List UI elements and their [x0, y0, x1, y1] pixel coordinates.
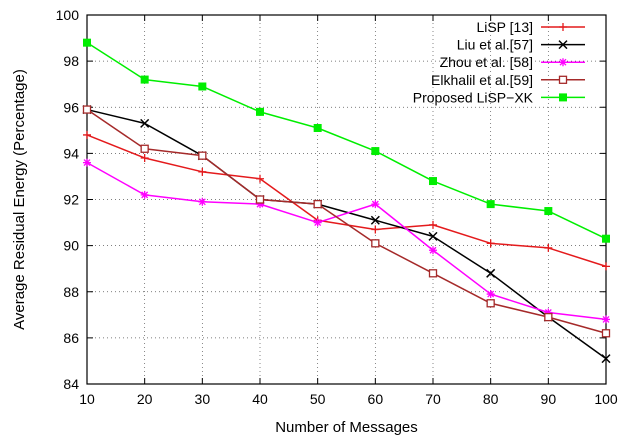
plot-frame: [86, 14, 607, 385]
data-point-marker: [255, 195, 265, 204]
data-point-marker: [313, 199, 322, 209]
data-point-marker: [486, 239, 495, 248]
data-point-marker: [429, 177, 437, 186]
data-point-marker: [544, 312, 553, 322]
data-point-marker: [559, 58, 567, 67]
x-tick-label: 100: [594, 391, 618, 407]
series-1: [83, 130, 610, 271]
plot-border: [86, 14, 607, 385]
legend-entry: Liu et al.[57]: [457, 37, 585, 53]
series-line: [86, 42, 607, 240]
data-point-marker: [140, 144, 149, 153]
data-point-marker: [371, 225, 380, 234]
data-point-marker: [558, 75, 568, 84]
data-point-marker: [428, 269, 438, 278]
y-tick-label: 92: [63, 192, 79, 208]
x-tick-label: 10: [79, 391, 95, 407]
data-point-marker: [82, 105, 92, 114]
y-tick-label: 94: [63, 145, 79, 161]
data-point-marker: [371, 147, 380, 156]
data-point-marker: [313, 124, 322, 133]
x-tick-label: 70: [425, 391, 441, 407]
legend-label: Elkhalil et al.[59]: [431, 72, 533, 88]
data-point-marker: [558, 40, 568, 50]
legend-label: Zhou et al. [58]: [440, 54, 533, 70]
data-point-marker: [486, 268, 496, 278]
data-point-marker: [198, 82, 207, 91]
data-point-marker: [429, 220, 437, 229]
data-point-marker: [198, 151, 207, 160]
series-line: [86, 161, 607, 321]
x-tick-label: 80: [483, 391, 499, 407]
series-2: [82, 105, 611, 364]
data-point-marker: [198, 167, 207, 176]
legend-label: LiSP [13]: [476, 19, 533, 35]
x-tick-label: 40: [252, 391, 268, 407]
y-tick-label: 86: [63, 330, 79, 346]
data-point-marker: [140, 153, 149, 162]
data-point-marker: [83, 158, 91, 167]
data-point-marker: [140, 190, 149, 199]
data-point-marker: [198, 197, 207, 206]
series-group: [82, 38, 611, 364]
data-point-marker: [83, 130, 91, 139]
data-point-marker: [140, 118, 150, 128]
series-line: [86, 108, 607, 360]
y-tick-label: 84: [63, 376, 79, 392]
data-point-marker: [429, 246, 437, 255]
data-point-marker: [601, 329, 611, 338]
data-point-marker: [428, 231, 438, 241]
legend-entry: Zhou et al. [58]: [440, 54, 585, 70]
series-3: [83, 158, 610, 324]
series-4: [82, 105, 611, 338]
data-point-marker: [602, 234, 610, 243]
series-line: [86, 108, 607, 334]
y-tick-label: 98: [63, 53, 79, 69]
legend-entry: Proposed LiSP−XK: [413, 89, 585, 105]
axis-ticks: 10 20 30 40 50 60 70 80 90 100 84 86 88 90 92 94 96 98 100: [56, 7, 618, 407]
legend-label: Proposed LiSP−XK: [413, 89, 534, 105]
data-point-marker: [256, 200, 264, 209]
data-point-marker: [544, 243, 553, 252]
y-tick-label: 100: [56, 7, 80, 23]
data-point-marker: [486, 299, 495, 308]
data-point-marker: [140, 75, 149, 84]
data-point-marker: [371, 239, 380, 248]
data-point-marker: [486, 290, 495, 299]
x-tick-label: 90: [541, 391, 557, 407]
legend-entry: Elkhalil et al.[59]: [431, 72, 585, 88]
data-point-marker: [370, 215, 380, 225]
y-tick-label: 88: [63, 284, 79, 300]
data-point-marker: [559, 93, 567, 102]
y-tick-label: 90: [63, 238, 79, 254]
data-point-marker: [602, 262, 610, 271]
x-tick-label: 60: [368, 391, 384, 407]
x-tick-label: 20: [137, 391, 153, 407]
data-point-marker: [313, 218, 322, 227]
x-axis-title: Number of Messages: [275, 419, 418, 436]
data-point-marker: [544, 308, 553, 317]
data-point-marker: [256, 107, 264, 116]
series-5: [83, 38, 610, 243]
data-point-marker: [601, 354, 611, 364]
x-tick-label: 30: [195, 391, 211, 407]
y-tick-label: 96: [63, 99, 79, 115]
series-line: [86, 134, 607, 268]
x-tick-label: 50: [310, 391, 326, 407]
legend: LiSP [13] Liu et al.[57]Zhou et al. [58] E…: [413, 19, 585, 105]
legend-label: Liu et al.[57]: [457, 37, 533, 53]
data-point-marker: [486, 200, 495, 209]
data-point-marker: [602, 315, 610, 324]
data-point-marker: [544, 207, 553, 216]
grid: [87, 15, 606, 384]
data-point-marker: [256, 174, 264, 183]
data-point-marker: [371, 200, 380, 209]
legend-entry: LiSP [13]: [476, 19, 585, 35]
y-axis-title: Average Residual Energy (Percentage): [11, 69, 28, 330]
data-point-marker: [559, 23, 567, 31]
data-point-marker: [83, 38, 91, 47]
